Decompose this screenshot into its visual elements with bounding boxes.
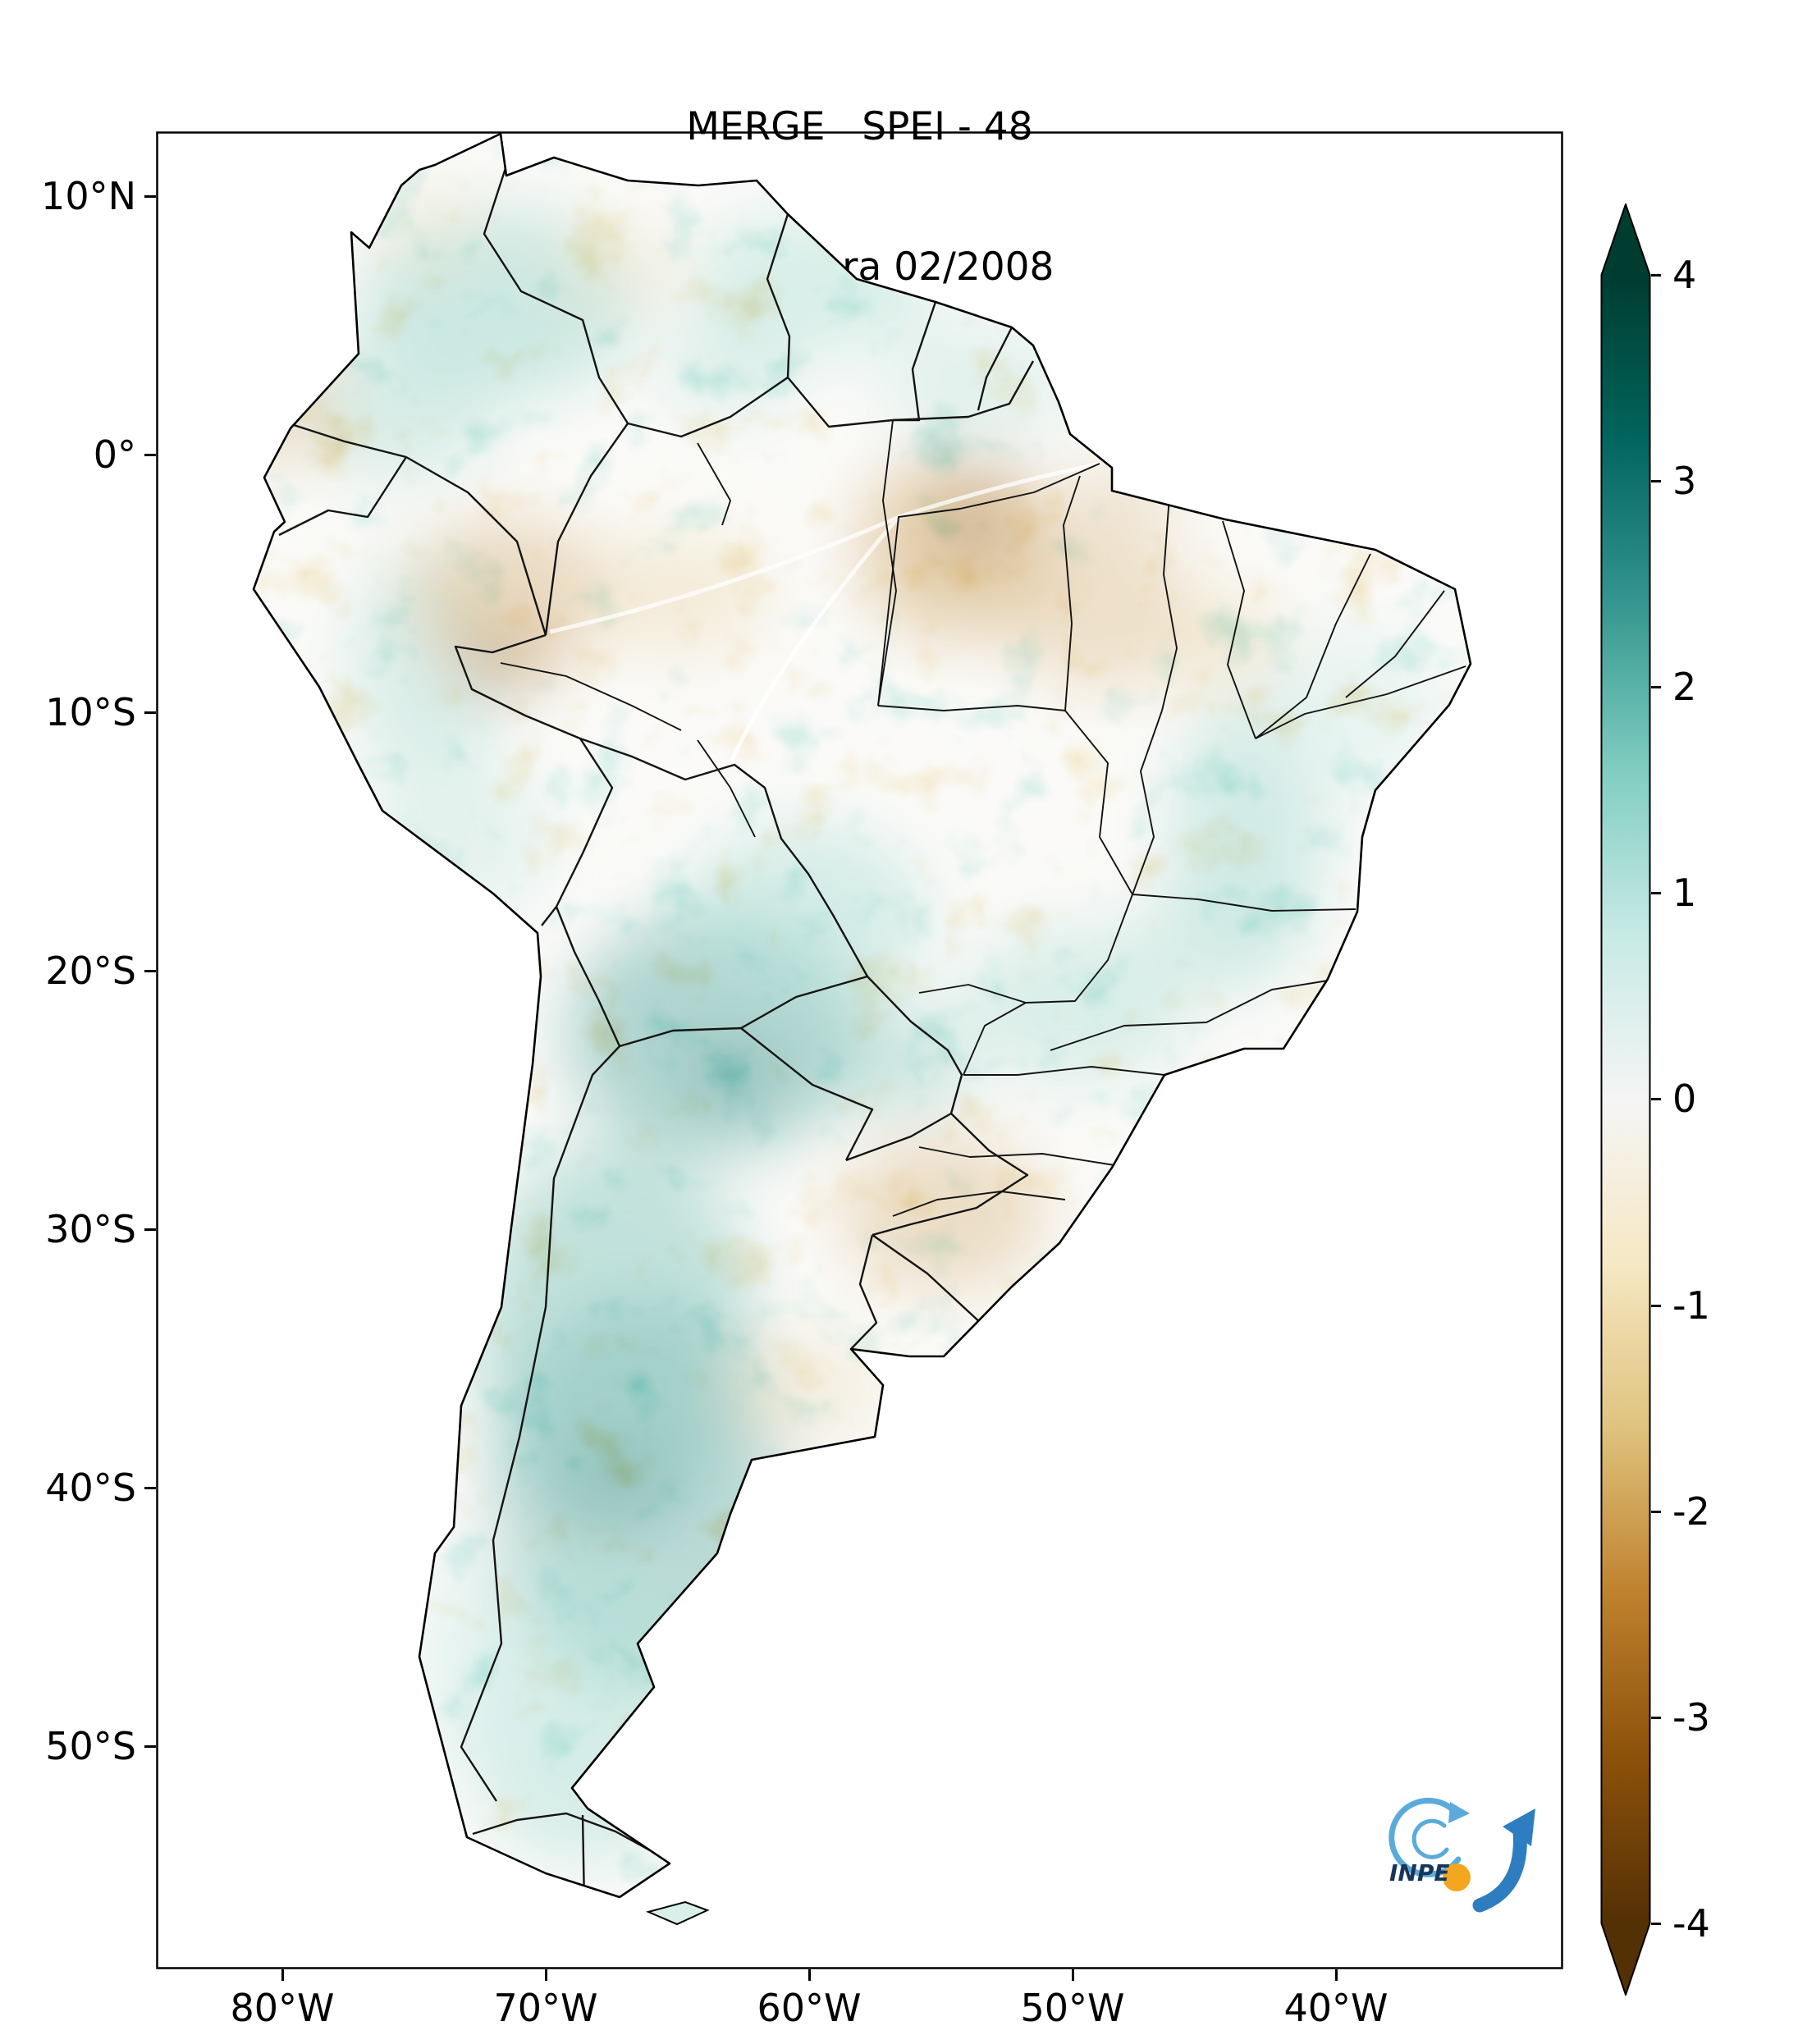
colorbar-tick-label: 2 [1672,665,1697,709]
logo-swirl-inner-icon [1411,1818,1449,1859]
y-tick-mark [144,454,156,456]
y-tick-mark [144,711,156,714]
colorbar-tick-label: 3 [1672,459,1697,503]
colorbar-tick-label: 1 [1672,871,1697,915]
logo-arrowhead-icon [1503,1809,1535,1846]
x-tick-mark [545,1969,547,1981]
colorbar-tick-mark [1651,1717,1661,1719]
colorbar-tick-mark [1651,1305,1661,1307]
colorbar-tick-mark [1651,686,1661,688]
colorbar-tick-mark [1651,1098,1661,1100]
river-lines [549,461,1100,765]
x-tick-mark [281,1969,284,1981]
y-tick-label: 10°S [45,690,136,734]
logo-globe-icon [1443,1863,1471,1891]
y-tick-mark [144,195,156,198]
colorbar-tick-label: 4 [1672,253,1697,297]
x-tick-mark [1335,1969,1338,1981]
y-tick-label: 30°S [45,1207,136,1251]
x-tick-label: 60°W [757,1986,862,2030]
inpe-logo: INPE [1389,1797,1535,1913]
colorbar-tick-mark [1651,480,1661,482]
y-tick-label: 20°S [45,949,136,993]
x-tick-label: 40°W [1283,1986,1389,2030]
y-tick-label: 10°N [41,174,136,218]
x-tick-label: 80°W [230,1986,335,2030]
axes-frame [156,131,1563,1969]
spei-raster-layer [254,134,1471,1897]
colorbar-tick-label: -4 [1672,1901,1710,1946]
x-tick-label: 70°W [493,1986,598,2030]
x-tick-mark [808,1969,811,1981]
state-borders [500,419,1466,1217]
colorbar-tick-mark [1651,892,1661,894]
colorbar-tick-label: -1 [1672,1283,1710,1328]
logo-swirl-icon [1389,1797,1462,1877]
coastline [252,132,1472,1899]
logo-arrow-icon [1472,1824,1527,1913]
colorbar-tick-mark [1651,1923,1661,1925]
island-staten [645,1900,710,1926]
y-tick-label: 0° [93,432,136,477]
x-tick-label: 50°W [1020,1986,1125,2030]
y-tick-mark [144,1745,156,1748]
colorbar-tick-label: -2 [1672,1489,1710,1534]
spei-noise-texture [254,134,1471,1897]
colorbar-tick-mark [1651,1511,1661,1513]
y-tick-mark [144,1228,156,1231]
y-tick-label: 40°S [45,1466,136,1510]
colorbar-tick-label: 0 [1672,1077,1697,1121]
logo-text: INPE [1389,1859,1450,1886]
y-tick-label: 50°S [45,1724,136,1768]
y-tick-mark [144,970,156,972]
colorbar-tick-label: -3 [1672,1695,1710,1740]
map-plot [156,131,1563,1969]
logo-swirl-arrowhead-icon [1448,1802,1470,1823]
colorbar [1600,203,1651,1996]
colorbar-tick-mark [1651,274,1661,277]
title-line1: MERGE SPEI - 48 [686,104,1033,149]
x-tick-mark [1072,1969,1074,1981]
colorbar-gradient [1600,203,1651,1996]
y-tick-mark [144,1487,156,1489]
country-borders [278,165,1035,1897]
